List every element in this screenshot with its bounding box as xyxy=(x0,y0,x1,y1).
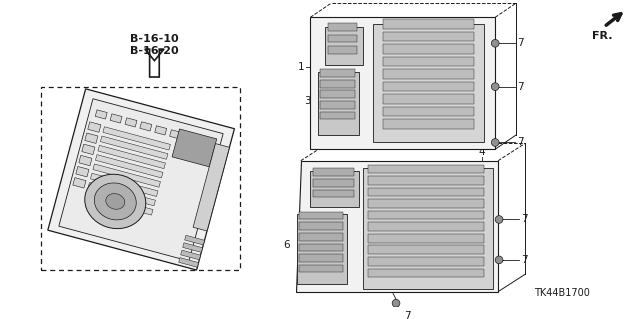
Polygon shape xyxy=(179,258,198,267)
Bar xyxy=(368,199,484,208)
Polygon shape xyxy=(193,144,230,231)
Polygon shape xyxy=(85,174,146,229)
Bar xyxy=(383,82,474,92)
Polygon shape xyxy=(297,214,347,284)
Polygon shape xyxy=(182,243,202,252)
Bar xyxy=(383,119,474,129)
Text: 7: 7 xyxy=(404,311,410,319)
Text: FR.: FR. xyxy=(593,31,613,41)
Polygon shape xyxy=(103,127,170,150)
Bar xyxy=(383,94,474,104)
Bar xyxy=(313,189,354,197)
Polygon shape xyxy=(145,49,164,77)
Text: 7: 7 xyxy=(521,214,528,225)
Polygon shape xyxy=(106,194,125,209)
Polygon shape xyxy=(172,129,217,167)
Bar xyxy=(368,211,484,219)
Polygon shape xyxy=(76,167,89,177)
Bar xyxy=(313,168,354,176)
Bar xyxy=(41,87,240,270)
Polygon shape xyxy=(59,99,223,261)
Polygon shape xyxy=(125,118,137,127)
Polygon shape xyxy=(95,155,163,178)
Bar xyxy=(299,254,343,262)
Bar xyxy=(383,69,474,79)
Bar xyxy=(383,32,474,41)
Text: 7: 7 xyxy=(517,38,524,48)
Bar xyxy=(368,165,484,173)
Bar xyxy=(383,44,474,54)
Text: 7: 7 xyxy=(517,137,524,147)
Polygon shape xyxy=(94,183,136,220)
Bar xyxy=(299,265,343,272)
Polygon shape xyxy=(296,161,498,292)
Bar xyxy=(299,212,343,219)
Polygon shape xyxy=(100,136,168,159)
Polygon shape xyxy=(90,173,158,197)
Bar xyxy=(368,257,484,266)
Polygon shape xyxy=(93,164,161,187)
Text: 2: 2 xyxy=(312,27,318,37)
Circle shape xyxy=(495,256,503,264)
Polygon shape xyxy=(88,122,101,132)
Bar xyxy=(328,23,356,31)
Polygon shape xyxy=(310,171,358,207)
Text: 5: 5 xyxy=(297,211,303,222)
Bar xyxy=(320,91,355,98)
Bar xyxy=(328,46,356,54)
Bar xyxy=(368,176,484,185)
Bar xyxy=(368,188,484,197)
Bar xyxy=(383,57,474,66)
Bar xyxy=(368,269,484,277)
Text: 6: 6 xyxy=(284,241,290,250)
Text: TK44B1700: TK44B1700 xyxy=(534,288,589,298)
Bar xyxy=(320,80,355,88)
Bar xyxy=(320,112,355,119)
Polygon shape xyxy=(79,155,92,166)
Polygon shape xyxy=(310,17,495,149)
Bar xyxy=(368,222,484,231)
Text: 1: 1 xyxy=(298,63,305,72)
Polygon shape xyxy=(95,110,108,119)
Circle shape xyxy=(495,216,503,223)
Polygon shape xyxy=(84,133,98,144)
Text: B-16-10: B-16-10 xyxy=(130,34,179,44)
Circle shape xyxy=(392,299,400,307)
Circle shape xyxy=(492,139,499,146)
Polygon shape xyxy=(82,144,95,155)
Polygon shape xyxy=(86,192,153,215)
Polygon shape xyxy=(110,114,122,123)
Bar xyxy=(299,222,343,230)
Bar xyxy=(328,35,356,42)
Polygon shape xyxy=(140,122,152,131)
Bar xyxy=(299,233,343,241)
Circle shape xyxy=(492,83,499,91)
Polygon shape xyxy=(98,145,165,169)
Polygon shape xyxy=(325,27,364,65)
Text: 4: 4 xyxy=(479,147,485,157)
Text: B-16-20: B-16-20 xyxy=(130,46,179,56)
Text: 7: 7 xyxy=(521,255,528,265)
Polygon shape xyxy=(88,182,156,206)
Polygon shape xyxy=(364,168,493,289)
Bar xyxy=(320,69,355,77)
Polygon shape xyxy=(155,126,166,135)
Bar xyxy=(383,107,474,116)
Bar xyxy=(313,179,354,187)
Text: 3: 3 xyxy=(304,96,310,106)
Polygon shape xyxy=(73,178,86,188)
Bar xyxy=(368,245,484,254)
Circle shape xyxy=(492,40,499,47)
Bar xyxy=(299,243,343,251)
Polygon shape xyxy=(185,235,205,245)
Polygon shape xyxy=(48,89,234,270)
Polygon shape xyxy=(180,250,200,260)
Bar xyxy=(368,234,484,242)
Polygon shape xyxy=(373,24,484,143)
Text: 7: 7 xyxy=(517,82,524,92)
Bar xyxy=(383,19,474,29)
Polygon shape xyxy=(170,130,182,139)
Polygon shape xyxy=(318,72,358,135)
Bar xyxy=(320,101,355,109)
